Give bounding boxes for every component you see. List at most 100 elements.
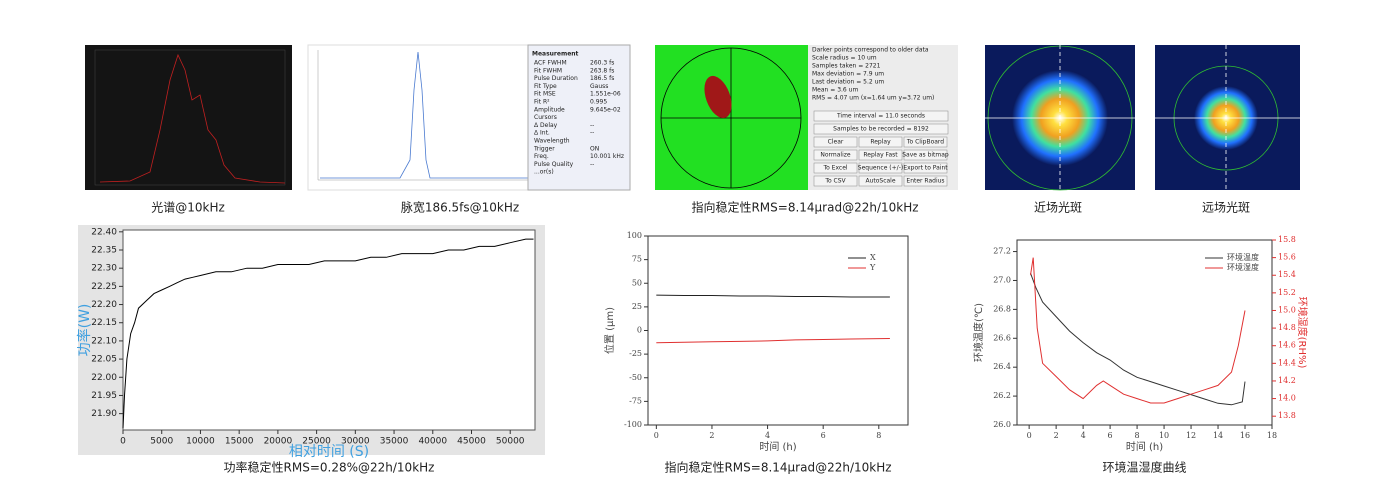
y-tick-label: -100 [624, 420, 642, 429]
button[interactable] [813, 162, 858, 174]
y2-tick-label: 15.2 [1278, 288, 1296, 297]
y-tick-label: 22.20 [91, 300, 117, 310]
x-tick-label: 5000 [150, 437, 173, 447]
button-label: Sequence (+/-) [858, 165, 903, 172]
y-tick-label: 22.35 [91, 246, 117, 256]
button[interactable] [903, 136, 948, 148]
y2-tick-label: 14.2 [1278, 376, 1296, 385]
y-tick-label: 22.00 [91, 373, 117, 383]
plot-area [647, 235, 909, 426]
x-tick-label: 50000 [496, 437, 525, 447]
measurement-value: -- [590, 122, 594, 129]
measurement-label: ...or(s) [534, 169, 554, 176]
button-label: Time interval = 11.0 seconds [836, 113, 925, 120]
y-tick-label: 0 [637, 326, 642, 335]
y-tick-label: 26.4 [993, 362, 1011, 371]
button-label: Enter Radius [906, 178, 944, 185]
y-tick-label: 27.0 [993, 275, 1011, 284]
y2-axis-label: 环境湿度(RH%) [1296, 297, 1309, 369]
button-label: Save as bitmap [902, 152, 949, 159]
y-tick-label: 26.8 [993, 304, 1011, 313]
y2-tick-label: 14.8 [1278, 323, 1296, 332]
button[interactable] [858, 162, 903, 174]
y-tick-label: 26.6 [993, 333, 1011, 342]
y-tick-label: 50 [632, 278, 642, 287]
x-tick-label: 4 [765, 431, 770, 440]
measurement-value: Gauss [590, 83, 608, 90]
legend-label: X [870, 253, 876, 262]
y-tick-label: 22.15 [91, 318, 117, 328]
measurement-label: Fit Type [534, 83, 557, 90]
info-line: Samples taken = 2721 [812, 63, 881, 70]
x-axis-label: 相对时间 (S) [289, 444, 369, 460]
button[interactable] [813, 149, 858, 161]
button-label: AutoScale [865, 178, 895, 185]
series-line [1030, 257, 1246, 404]
legend-label: Y [869, 263, 876, 272]
button[interactable] [903, 162, 948, 174]
pulse-image [307, 44, 631, 191]
button-label: Normalize [820, 152, 851, 159]
button[interactable] [903, 175, 948, 187]
caption: 光谱@10kHz [151, 201, 225, 215]
x-tick-label: 0 [654, 431, 659, 440]
button-label: Replay Fast [863, 152, 898, 159]
y-axis-label: 位置 (μm) [603, 307, 616, 354]
x-tick-label: 15000 [225, 437, 254, 447]
caption: 环境温湿度曲线 [1102, 460, 1186, 475]
measurement-label: ACF FWHM [534, 60, 567, 67]
plot-area [1016, 239, 1273, 426]
measurement-label: Fit R² [534, 99, 550, 106]
x-tick-label: 8 [1135, 431, 1140, 440]
caption: 指向稳定性RMS=8.14μrad@22h/10kHz [691, 200, 918, 215]
x-tick-label: 20000 [264, 437, 293, 447]
measurement-label: Cursors [534, 114, 557, 121]
button[interactable] [813, 136, 858, 148]
button [813, 110, 949, 122]
info-line: Mean = 3.6 um [812, 87, 858, 94]
button-label: To ClipBoard [906, 139, 944, 146]
y-tick-label: 22.25 [91, 282, 117, 292]
button[interactable] [858, 175, 903, 187]
spectrum-image [85, 45, 292, 190]
near-field-image [985, 45, 1135, 191]
button[interactable] [858, 149, 903, 161]
y-tick-label: 22.10 [91, 336, 117, 346]
measurement-value: 186.5 fs [590, 75, 614, 82]
button[interactable] [858, 136, 903, 148]
x-tick-label: 45000 [457, 437, 486, 447]
x-tick-label: 18 [1267, 431, 1277, 440]
y2-tick-label: 14.6 [1278, 341, 1296, 350]
y-tick-label: 21.95 [91, 391, 117, 401]
measurement-value: 9.645e-02 [590, 106, 621, 113]
series-line [656, 294, 890, 298]
y-tick-label: 22.05 [91, 355, 117, 365]
x-tick-label: 0 [120, 437, 126, 447]
series-line [656, 338, 890, 344]
x-axis-label: 时间 (h) [1126, 440, 1163, 453]
measurement-label: Fit MSE [534, 91, 556, 98]
measurement-value: 0.995 [590, 99, 607, 106]
y-tick-label: -75 [629, 396, 642, 405]
button [813, 123, 949, 135]
measurement-value: -- [590, 161, 594, 168]
plot-area [122, 229, 536, 431]
button[interactable] [903, 149, 948, 161]
panel-title: Measurement [532, 51, 579, 58]
x-tick-label: 8 [876, 431, 881, 440]
x-tick-label: 16 [1240, 431, 1250, 440]
x-tick-label: 4 [1081, 431, 1086, 440]
button[interactable] [813, 175, 858, 187]
measurement-value: 260.3 fs [590, 60, 614, 67]
x-tick-label: 2 [1054, 431, 1059, 440]
legend-label: 环境温度 [1227, 252, 1259, 262]
y2-tick-label: 15.8 [1278, 235, 1296, 244]
caption: 近场光斑 [1034, 201, 1082, 215]
measurement-label: Fit FWHM [534, 67, 562, 74]
y-tick-label: 26.2 [993, 391, 1011, 400]
y2-tick-label: 14.0 [1278, 394, 1296, 403]
y-axis-label: 功率(W) [76, 304, 93, 357]
x-tick-label: 35000 [380, 437, 409, 447]
measurement-value: 1.551e-06 [590, 91, 621, 98]
button-label: Export to Paint [903, 165, 948, 172]
